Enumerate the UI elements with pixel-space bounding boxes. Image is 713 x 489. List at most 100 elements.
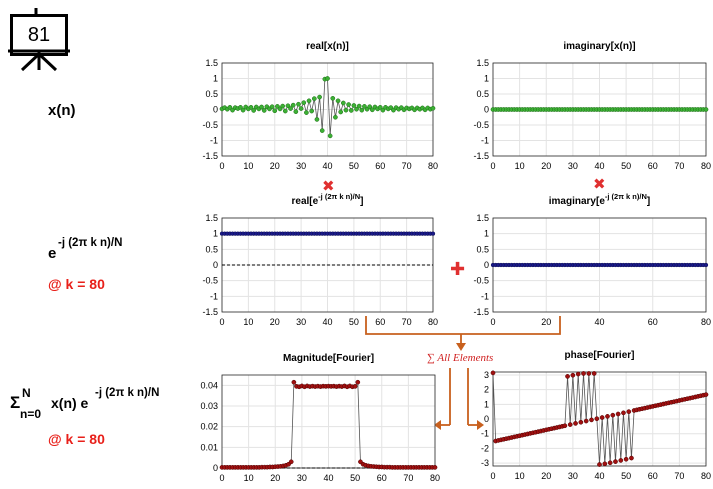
x-tick-label: 60: [375, 317, 385, 327]
x-tick-label: 60: [648, 317, 658, 327]
data-point: [570, 372, 576, 378]
x-tick-label: 70: [403, 473, 413, 483]
y-tick-label: -1: [481, 291, 489, 301]
x-tick-label: 0: [219, 161, 224, 171]
data-point: [335, 98, 341, 104]
data-point: [362, 104, 367, 109]
data-point: [248, 104, 254, 110]
sum-exponent: -j (2π k n)/N: [95, 387, 159, 399]
y-tick-label: 0: [484, 414, 489, 424]
x-tick-label: 30: [568, 161, 578, 171]
data-point: [319, 128, 325, 133]
data-point: [291, 379, 297, 385]
data-point: [578, 419, 584, 425]
y-tick-label: -2: [481, 443, 489, 453]
data-point: [377, 104, 383, 110]
y-tick-label: -0.5: [202, 276, 218, 286]
data-point: [589, 417, 594, 423]
x-tick-label: 80: [701, 317, 711, 327]
sum-lower: n=0: [20, 407, 41, 421]
data-point: [359, 107, 365, 113]
multiply-icon-left: ✖: [322, 177, 335, 195]
x-tick-label: 40: [322, 161, 332, 171]
x-tick-label: 80: [428, 317, 438, 327]
y-tick-label: 1: [213, 74, 218, 84]
y-tick-label: 1.5: [476, 58, 489, 68]
x-tick-label: 30: [568, 471, 578, 481]
y-tick-label: 1.5: [476, 213, 489, 223]
data-point: [430, 105, 436, 111]
chart-title: imaginary[x(n)]: [563, 41, 635, 52]
kernel-base: e: [48, 245, 56, 262]
data-point: [259, 104, 264, 110]
y-tick-label: 0.5: [205, 89, 218, 99]
data-point: [261, 108, 267, 113]
x-tick-label: 60: [375, 161, 385, 171]
data-point: [280, 103, 286, 109]
data-point: [351, 103, 357, 108]
sum-term: x(n) e: [51, 395, 89, 411]
data-point: [338, 109, 344, 115]
x-tick-label: 30: [297, 473, 307, 483]
x-tick-label: 20: [270, 161, 280, 171]
x-tick-label: 70: [674, 161, 684, 171]
x-tick-label: 30: [296, 317, 306, 327]
data-point: [240, 107, 246, 113]
data-point: [621, 410, 626, 416]
data-point: [298, 106, 304, 111]
y-tick-label: -3: [481, 458, 489, 468]
data-point: [282, 108, 288, 114]
y-tick-label: -1: [210, 136, 218, 146]
x-tick-label: 20: [541, 471, 551, 481]
x-tick-label: 10: [244, 473, 254, 483]
data-point: [327, 133, 333, 139]
y-tick-label: 1.5: [205, 58, 218, 68]
x-tick-label: 40: [594, 161, 604, 171]
y-tick-label: -1.5: [202, 151, 218, 161]
chart-phase: 0 10 20 30 40 50 60 70 803210-1-2-3phase[Fourier…: [481, 350, 711, 481]
x-tick-label: 50: [621, 471, 631, 481]
x-tick-label: 40: [322, 317, 332, 327]
data-point: [594, 416, 600, 422]
y-tick-label: 0.04: [200, 380, 218, 390]
data-point: [325, 76, 330, 81]
y-tick-label: 0: [484, 260, 489, 270]
data-point: [599, 415, 605, 420]
plus-icon: ✚: [450, 259, 465, 280]
x-tick-label: 0: [219, 317, 224, 327]
chart-title: real[x(n)]: [306, 41, 349, 52]
x-tick-label: 30: [296, 161, 306, 171]
data-point: [610, 412, 616, 418]
x-tick-label: 10: [515, 471, 525, 481]
data-point: [251, 108, 256, 113]
y-tick-label: 1: [484, 399, 489, 409]
y-tick-label: 0: [213, 105, 218, 115]
multiply-icon-right: ✖: [593, 175, 606, 193]
data-point: [618, 458, 624, 463]
data-point: [591, 371, 597, 376]
data-point: [562, 423, 568, 429]
data-point: [355, 379, 361, 385]
data-point: [314, 117, 320, 122]
data-point: [304, 110, 309, 115]
data-point: [613, 459, 618, 464]
y-tick-label: -1: [210, 291, 218, 301]
data-point: [575, 371, 581, 377]
y-tick-label: 0.5: [205, 244, 218, 254]
data-point: [490, 370, 496, 376]
y-tick-label: 0: [484, 105, 489, 115]
x-tick-label: 0: [490, 161, 495, 171]
data-point: [602, 461, 608, 467]
y-tick-label: 0.5: [476, 244, 489, 254]
x-tick-label: 60: [377, 473, 387, 483]
data-point: [581, 371, 586, 376]
label-xn: x(n): [48, 102, 76, 119]
x-tick-label: 20: [541, 317, 551, 327]
arrow-heads: [434, 343, 484, 430]
x-tick-label: 50: [621, 161, 631, 171]
y-tick-label: 3: [484, 370, 489, 380]
y-tick-label: -0.5: [473, 276, 489, 286]
data-point: [703, 392, 709, 397]
x-tick-label: 20: [270, 317, 280, 327]
